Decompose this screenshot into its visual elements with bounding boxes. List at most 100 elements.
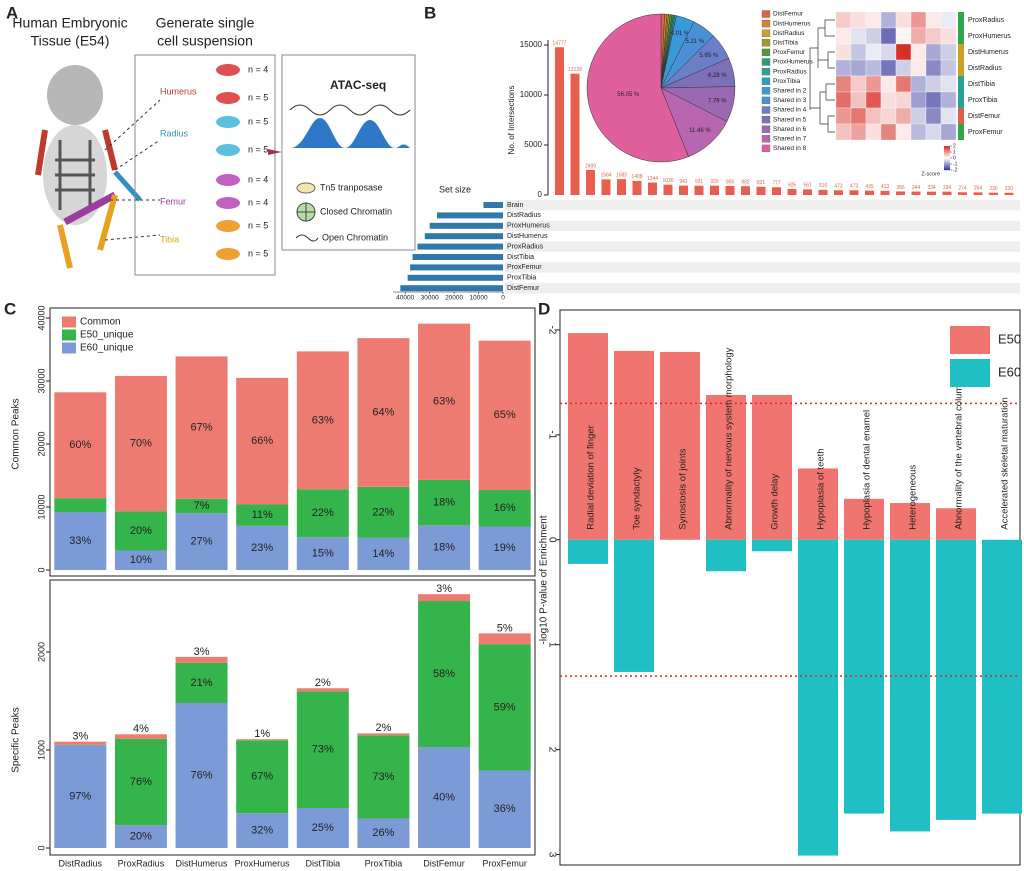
value-label: 2499	[585, 163, 596, 169]
bar	[568, 539, 608, 564]
heat-cell	[895, 27, 912, 45]
value-label: 18%	[433, 542, 455, 554]
bar-segment	[296, 489, 349, 538]
legend-label: E50_unique	[80, 330, 134, 341]
count-label: n = 4	[248, 64, 268, 74]
bar	[568, 333, 608, 540]
heat-cell	[895, 91, 912, 109]
colorbar-step	[944, 156, 950, 158]
bar-segment	[418, 525, 471, 570]
heat-cell	[895, 59, 912, 77]
bar	[942, 191, 952, 195]
bar	[437, 212, 503, 219]
value-label: 11%	[252, 509, 273, 521]
value-label: 70%	[130, 438, 152, 450]
value-label: 40%	[433, 791, 455, 803]
humerus-bone	[102, 129, 118, 171]
value-label: 10%	[130, 554, 152, 566]
heat-cell	[940, 123, 957, 141]
count-label: n = 4	[248, 197, 268, 207]
value-label: 344	[912, 185, 921, 191]
row-label: ProxFemur	[507, 264, 542, 271]
heat-cell	[895, 11, 912, 29]
value-label: 473	[850, 184, 859, 190]
legend-label: E50	[998, 331, 1021, 346]
heat-cell	[910, 27, 927, 45]
row-annotation	[958, 108, 964, 124]
category-label: Synostosis of joints	[678, 448, 689, 530]
bar	[989, 192, 998, 195]
bar	[752, 539, 792, 552]
bar-segment	[418, 479, 471, 526]
bar-segment	[54, 498, 107, 513]
legend-swatch	[761, 144, 771, 153]
heat-cell	[910, 123, 927, 141]
counts: n = 4 n = 5 n = 5 n = 5 n = 4 n = 4 n = …	[248, 64, 268, 258]
row-label: DistHumerus	[507, 233, 548, 240]
bar-segment	[357, 537, 410, 570]
heat-cell	[940, 11, 957, 29]
value-label: 882	[741, 180, 750, 186]
heat-cell	[910, 91, 927, 109]
row-annotation	[958, 92, 964, 108]
heat-cell	[925, 11, 942, 29]
heat-cell	[880, 43, 897, 61]
value-label: 1%	[254, 728, 270, 740]
value-label: 20%	[130, 831, 152, 843]
value-label: 76%	[191, 769, 213, 781]
colorbar-step	[944, 153, 950, 155]
row-label: ProxHumerus	[968, 33, 1011, 40]
bar	[632, 180, 642, 195]
heat-cell	[835, 43, 852, 61]
x-tick-label: 40000	[396, 295, 414, 302]
bar	[803, 189, 812, 195]
heat-cell	[925, 59, 942, 77]
x-tick-label: ProxFemur	[482, 858, 527, 868]
legend-label: Shared in 2	[773, 88, 807, 95]
heat-cell	[895, 75, 912, 93]
bar	[756, 186, 766, 195]
colorbar-step	[944, 155, 950, 157]
row-label: DistFemur	[507, 285, 540, 292]
count-label: n = 4	[248, 174, 268, 184]
legend-swatch	[62, 329, 76, 341]
panel-letter: C	[4, 299, 16, 318]
bar-segment	[175, 498, 228, 514]
bar	[424, 233, 503, 240]
category-label: Abnormality of the vertebral column	[954, 380, 965, 529]
legend-swatch	[761, 77, 771, 85]
frame	[49, 307, 536, 577]
bar-segment	[236, 739, 289, 741]
bar	[660, 351, 700, 540]
colorbar-label: 1	[953, 149, 956, 155]
legend-swatch	[761, 39, 771, 47]
heat-cell	[865, 75, 882, 93]
value-label: 23%	[251, 542, 273, 554]
heat-cell	[850, 123, 867, 141]
x-tick-label: DistHumerus	[176, 858, 229, 868]
heat-cell	[880, 107, 897, 125]
value-label: 516	[819, 183, 828, 189]
row-annotation	[958, 44, 964, 60]
heat-cell	[835, 123, 852, 141]
colorbar-step	[944, 148, 950, 150]
bar	[601, 179, 611, 195]
y-tick-label: 1000	[36, 740, 46, 760]
value-label: 73%	[372, 771, 394, 783]
x-tick-label: DistRadius	[59, 858, 103, 868]
bar	[834, 190, 843, 195]
value-label: 230	[989, 186, 998, 192]
category-label: Hypoplasia of dental enamel	[862, 410, 873, 530]
row-stripe	[505, 220, 1020, 231]
heat-cell	[895, 123, 912, 141]
legend-label: DistFemur	[773, 11, 804, 18]
bar-segment	[478, 340, 531, 490]
value-label: 3%	[194, 646, 210, 658]
value-label: 220	[1005, 186, 1014, 192]
legend-label: DistRadius	[773, 30, 805, 37]
bone-label: Tibia	[160, 234, 179, 244]
bar-segment	[236, 813, 289, 848]
legend-swatch	[761, 87, 771, 95]
value-label: 3%	[436, 583, 452, 595]
colorbar-step	[944, 147, 950, 149]
